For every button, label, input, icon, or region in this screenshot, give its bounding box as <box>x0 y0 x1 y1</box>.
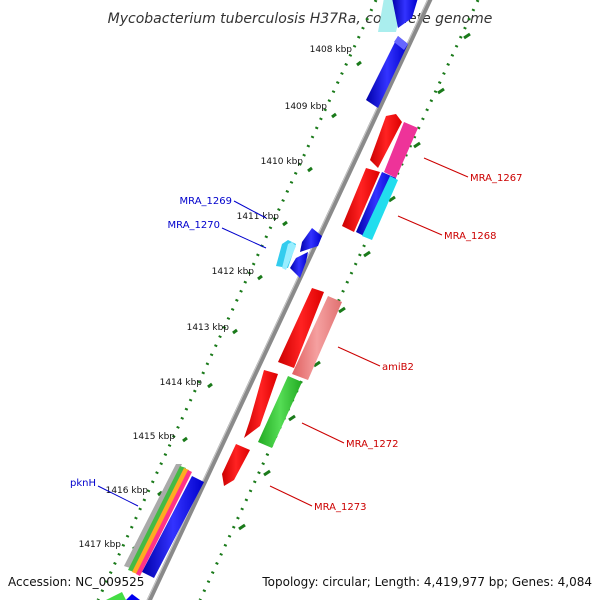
gene-label-mra-1268[interactable]: MRA_1268 <box>444 231 496 242</box>
tick-label-1417: 1417 kbp <box>79 540 122 550</box>
tick-label-1416: 1416 kbp <box>106 486 149 496</box>
genome-title: Mycobacterium tuberculosis H37Ra, comple… <box>108 11 493 27</box>
leader-mra-1273 <box>269 485 313 507</box>
tick-label-1411: 1411 kbp <box>237 212 280 222</box>
tick-label-1415: 1415 kbp <box>133 432 176 442</box>
leader-mra-1268 <box>397 215 443 236</box>
leader-mra-1267 <box>423 157 469 178</box>
gene-feature-mra-1272[interactable] <box>244 370 302 448</box>
tick-label-1412: 1412 kbp <box>212 267 255 277</box>
genome-backbone <box>146 0 433 600</box>
leader-mra-1270 <box>221 227 267 249</box>
leader-mra-1269 <box>233 200 267 219</box>
gene-label-mra-1273[interactable]: MRA_1273 <box>314 502 366 513</box>
gene-label-mra-1270[interactable]: MRA_1270 <box>168 220 220 231</box>
leader-pknh <box>97 485 139 507</box>
leader-amib2 <box>337 346 381 367</box>
gene-label-mra-1267[interactable]: MRA_1267 <box>470 173 522 184</box>
gene-feature-mra-1267[interactable] <box>370 114 418 178</box>
gene-feature-pknh[interactable] <box>106 464 204 600</box>
gene-feature-mra-1270[interactable] <box>276 240 296 270</box>
tick-label-1409: 1409 kbp <box>285 102 328 112</box>
kbp-tick-marks-reverse <box>132 60 362 551</box>
tick-label-1410: 1410 kbp <box>261 157 304 167</box>
accession-text: Accession: NC_009525 <box>8 575 144 589</box>
gene-label-amib2[interactable]: amiB2 <box>382 362 414 373</box>
gene-feature-top-blue[interactable] <box>366 0 418 108</box>
tick-label-1413: 1413 kbp <box>187 323 230 333</box>
gene-feature-mra-1269[interactable] <box>290 228 322 278</box>
gene-feature-amib2[interactable] <box>278 288 342 380</box>
tick-label-1408: 1408 kbp <box>310 45 353 55</box>
reverse-ring-dots <box>96 0 378 600</box>
gene-label-mra-1269[interactable]: MRA_1269 <box>180 196 232 207</box>
kbp-tick-marks <box>238 32 471 531</box>
leader-mra-1272 <box>301 422 345 444</box>
gene-label-pknh[interactable]: pknH <box>70 478 96 489</box>
gene-feature-mra-1273[interactable] <box>222 444 250 486</box>
tick-label-1414: 1414 kbp <box>160 378 203 388</box>
forward-ring-dots <box>198 0 480 600</box>
gene-label-mra-1272[interactable]: MRA_1272 <box>346 439 398 450</box>
gene-feature-mra-1268[interactable] <box>342 168 398 240</box>
topology-summary-text: Topology: circular; Length: 4,419,977 bp… <box>261 575 592 589</box>
